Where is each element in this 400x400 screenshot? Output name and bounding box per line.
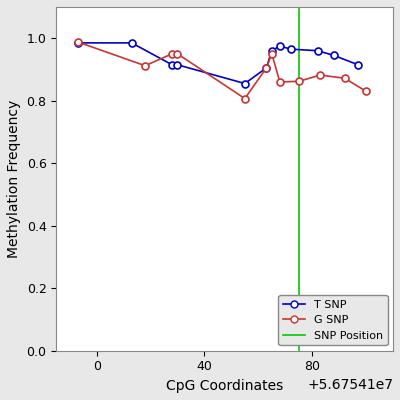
- X-axis label: CpG Coordinates: CpG Coordinates: [166, 379, 283, 393]
- Y-axis label: Methylation Frequency: Methylation Frequency: [7, 100, 21, 258]
- Legend: T SNP, G SNP, SNP Position: T SNP, G SNP, SNP Position: [278, 295, 388, 345]
